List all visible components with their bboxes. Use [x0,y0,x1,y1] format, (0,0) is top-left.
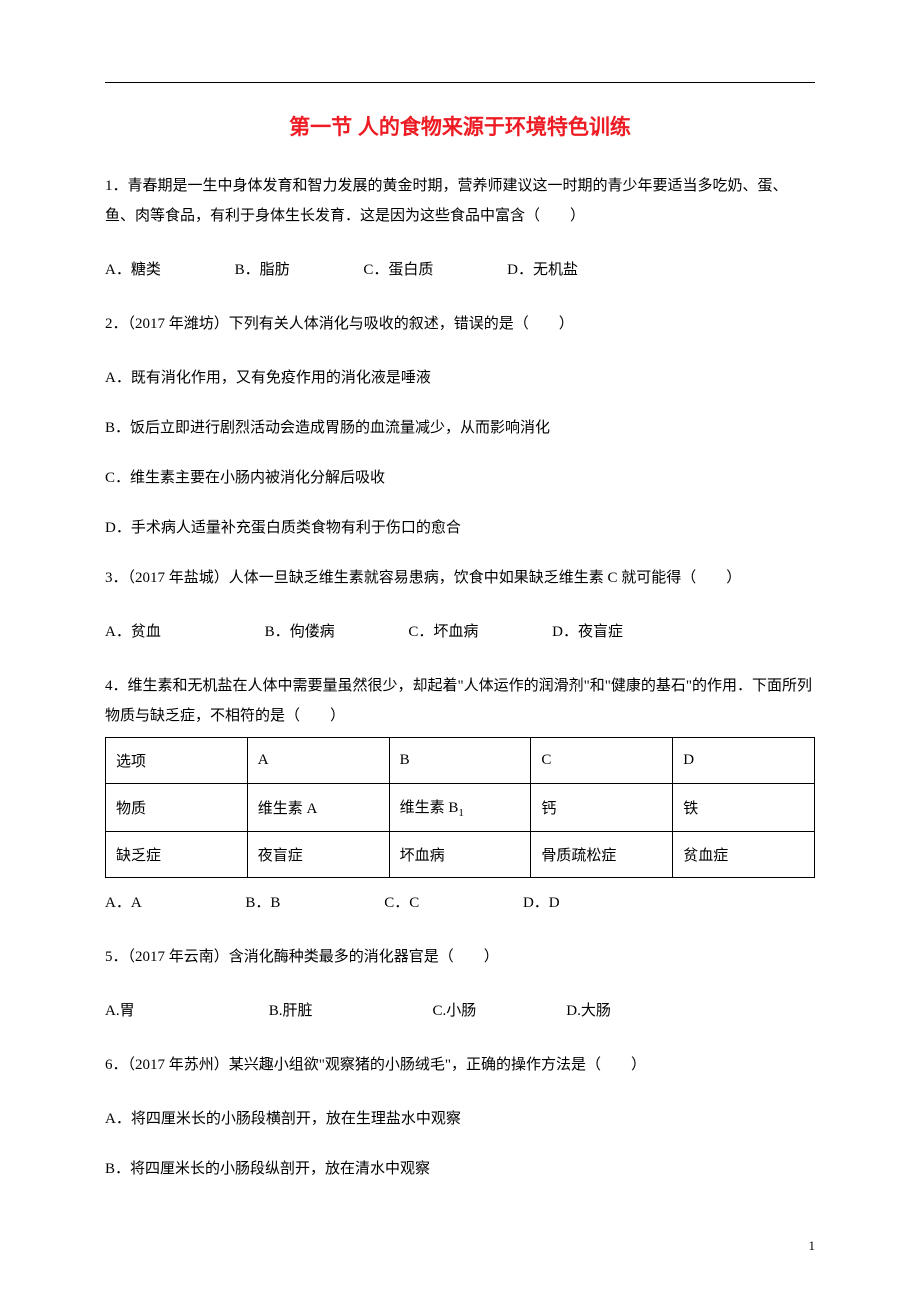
q4-opt-b: B．B [245,888,280,918]
q5-opt-a: A.胃 [105,996,265,1026]
table-row: 缺乏症 夜盲症 坏血病 骨质疏松症 贫血症 [106,832,815,878]
cell-text: 维生素 B [400,800,459,816]
cell: 钙 [531,784,673,832]
cell: 坏血病 [389,832,531,878]
q4-opt-c: C．C [384,888,419,918]
q5-opt-c: C.小肠 [433,996,563,1026]
q3-options: A．贫血 B．佝偻病 C．坏血病 D．夜盲症 [105,617,815,647]
q3-opt-d: D．夜盲症 [552,617,623,647]
cell: 夜盲症 [247,832,389,878]
q6-stem: 6．（2017 年苏州）某兴趣小组欲"观察猪的小肠绒毛"，正确的操作方法是（ ） [105,1050,815,1080]
q2-opt-d: D．手术病人适量补充蛋白质类食物有利于伤口的愈合 [105,513,815,543]
cell: 缺乏症 [106,832,248,878]
table-row: 选项 A B C D [106,738,815,784]
cell: D [673,738,815,784]
cell: B [389,738,531,784]
q1-opt-b: B．脂肪 [235,255,290,285]
cell: 选项 [106,738,248,784]
q4-opt-a: A．A [105,888,142,918]
q3-stem: 3．（2017 年盐城）人体一旦缺乏维生素就容易患病，饮食中如果缺乏维生素 C … [105,563,815,593]
cell: C [531,738,673,784]
q5-stem: 5．（2017 年云南）含消化酶种类最多的消化器官是（ ） [105,942,815,972]
q5-options: A.胃 B.肝脏 C.小肠 D.大肠 [105,996,815,1026]
cell: 骨质疏松症 [531,832,673,878]
q5-opt-d: D.大肠 [566,996,611,1026]
q2-options: A．既有消化作用，又有免疫作用的消化液是唾液 B．饭后立即进行剧烈活动会造成胃肠… [105,363,815,543]
q1-opt-d: D．无机盐 [507,255,578,285]
q3-opt-b: B．佝偻病 [265,617,335,647]
q2-opt-a: A．既有消化作用，又有免疫作用的消化液是唾液 [105,363,815,393]
doc-title: 第一节 人的食物来源于环境特色训练 [105,111,815,141]
q3-opt-c: C．坏血病 [408,617,478,647]
q1-opt-c: C．蛋白质 [363,255,433,285]
cell: 物质 [106,784,248,832]
q6-opt-b: B．将四厘米长的小肠段纵剖开，放在清水中观察 [105,1154,815,1184]
subscript: 1 [458,807,464,819]
table-row: 物质 维生素 A 维生素 B1 钙 铁 [106,784,815,832]
q2-opt-b: B．饭后立即进行剧烈活动会造成胃肠的血流量减少，从而影响消化 [105,413,815,443]
q6-opt-a: A．将四厘米长的小肠段横剖开，放在生理盐水中观察 [105,1104,815,1134]
q3-opt-a: A．贫血 [105,617,161,647]
cell: A [247,738,389,784]
page-number: 1 [809,1238,816,1254]
cell: 贫血症 [673,832,815,878]
cell: 维生素 A [247,784,389,832]
q4-opt-d: D．D [523,888,560,918]
q6-options: A．将四厘米长的小肠段横剖开，放在生理盐水中观察 B．将四厘米长的小肠段纵剖开，… [105,1104,815,1184]
q4-table: 选项 A B C D 物质 维生素 A 维生素 B1 钙 铁 缺乏症 夜盲症 坏… [105,737,815,878]
q2-opt-c: C．维生素主要在小肠内被消化分解后吸收 [105,463,815,493]
cell: 维生素 B1 [389,784,531,832]
q1-opt-a: A．糖类 [105,255,161,285]
q4-stem: 4．维生素和无机盐在人体中需要量虽然很少，却起着"人体运作的润滑剂"和"健康的基… [105,671,815,731]
q2-stem: 2．（2017 年潍坊）下列有关人体消化与吸收的叙述，错误的是（ ） [105,309,815,339]
cell: 铁 [673,784,815,832]
top-rule [105,82,815,83]
q5-opt-b: B.肝脏 [269,996,429,1026]
q4-options: A．A B．B C．C D．D [105,888,815,918]
q1-options: A．糖类 B．脂肪 C．蛋白质 D．无机盐 [105,255,815,285]
q1-stem: 1．青春期是一生中身体发育和智力发展的黄金时期，营养师建议这一时期的青少年要适当… [105,171,815,231]
